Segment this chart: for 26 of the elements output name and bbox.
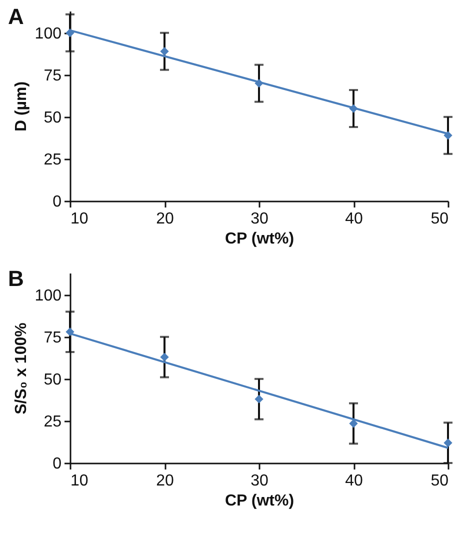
y-tick-label: 0 [52, 194, 62, 210]
y-tick-label: 100 [34, 25, 62, 42]
x-tick-label: 30 [250, 472, 268, 490]
y-tick-label: 75 [44, 67, 62, 84]
y-tick-label: 100 [34, 287, 62, 304]
x-tick-label: 50 [430, 472, 449, 490]
chart-title: A [8, 4, 24, 29]
y-tick-label: 75 [44, 329, 62, 346]
x-tick-label: 10 [70, 210, 88, 228]
x-tick-label: 30 [250, 210, 268, 228]
x-tick-label: 40 [345, 472, 363, 490]
x-tick-label: 20 [156, 472, 174, 490]
y-axis-title: S/S₀ x 100% [12, 322, 30, 414]
y-tick-label: 50 [44, 371, 62, 388]
x-axis-title: CP (wt%) [224, 230, 294, 248]
x-tick-label: 50 [430, 210, 449, 228]
x-tick-label: 40 [345, 210, 363, 228]
y-tick-label: 25 [44, 151, 62, 168]
x-axis-title: CP (wt%) [224, 492, 294, 510]
y-axis-title: D (µm) [12, 81, 30, 132]
x-tick-label: 10 [70, 472, 88, 490]
y-tick-label: 25 [44, 413, 62, 430]
chart-title: B [8, 266, 24, 291]
x-tick-label: 20 [156, 210, 174, 228]
y-tick-label: 50 [44, 109, 62, 126]
y-tick-label: 0 [52, 456, 62, 472]
